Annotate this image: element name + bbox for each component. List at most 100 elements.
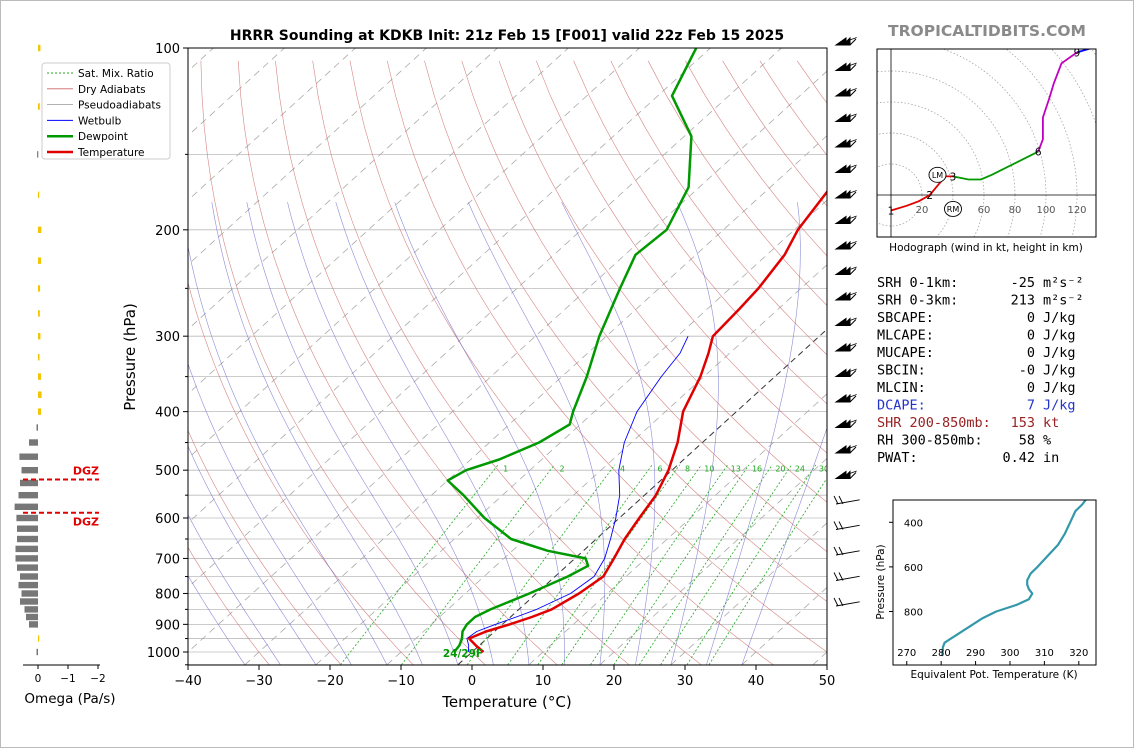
isotherm-line	[188, 48, 569, 395]
storm-motion-marker	[944, 200, 962, 217]
stat-value: 0	[1027, 380, 1035, 396]
wind-barb	[834, 317, 857, 326]
y-tick-label: 800	[155, 587, 180, 602]
mixing-ratio-line	[401, 464, 555, 665]
omega-bar	[20, 479, 38, 487]
omega-bar	[21, 467, 38, 474]
stat-value: 0.42	[1002, 450, 1035, 466]
mixing-ratio-label: 20	[775, 464, 785, 473]
mixing-ratio-label: 16	[752, 464, 762, 473]
stat-value: -25	[1011, 275, 1035, 291]
stat-label: SHR 200-850mb:	[877, 415, 991, 431]
dry-adiabat-line	[461, 60, 827, 553]
wind-barb	[834, 368, 857, 377]
isotherm-line	[188, 48, 356, 201]
pseudoadiabat-line	[211, 202, 423, 665]
stat-unit: m²s⁻²	[1043, 275, 1084, 291]
stat-unit: %	[1043, 433, 1051, 449]
dry-adiabat-line	[275, 60, 630, 665]
stat-label: SBCAPE:	[877, 310, 934, 326]
wind-barb	[834, 444, 857, 454]
stat-unit: J/kg	[1043, 398, 1076, 414]
x-tick-label: 50	[819, 674, 836, 689]
skewt-panel: HRRR Sounding at KDKB Init: 21z Feb 15 […	[41, 28, 860, 711]
isotherm-line	[188, 48, 711, 524]
dry-adiabat-line	[610, 60, 827, 356]
hodograph-tick-label: 20	[916, 205, 929, 216]
stat-label: MLCAPE:	[877, 328, 934, 344]
skewt-profiles: 1 2 4 6 8 10 13 16 20 24 30 36	[446, 48, 829, 653]
pseudoadiabat-line	[561, 202, 656, 665]
stat-label: SRH 0-1km:	[877, 275, 958, 291]
y-tick-label: 500	[155, 464, 180, 479]
dry-adiabat-line	[386, 60, 827, 653]
hodograph-height-label: 1	[888, 206, 895, 218]
legend-label: Dry Adiabats	[78, 84, 146, 96]
stat-value: 7	[1027, 398, 1035, 414]
mixing-ratio-line	[660, 464, 792, 665]
stat-value: 0	[1027, 328, 1035, 344]
mixing-ratio-line	[466, 464, 616, 665]
pseudoadiabat-line	[246, 202, 459, 665]
stat-unit: J/kg	[1043, 380, 1076, 396]
omega-bar	[37, 151, 39, 158]
theta-e-x-tick-label: 320	[1069, 648, 1088, 659]
x-tick-label: 40	[748, 674, 765, 689]
y-tick-label: 100	[155, 42, 180, 57]
theta-e-x-tick-label: 310	[1035, 648, 1054, 659]
isotherm-line	[528, 393, 827, 665]
omega-bar	[20, 573, 38, 580]
omega-bar	[38, 373, 41, 380]
surface-temp-label: 24/29F	[443, 648, 483, 660]
storm-motion-label: RM	[947, 205, 960, 214]
stat-unit: J/kg	[1043, 328, 1076, 344]
theta-e-xlabel: Equivalent Pot. Temperature (K)	[910, 669, 1077, 681]
legend-label: Temperature	[77, 147, 145, 159]
sounding-stats: SRH 0-1km: -25 m²s⁻² SRH 0-3km: 213 m²s⁻² SBCA…	[877, 275, 1084, 466]
pseudoadiabat-line	[670, 202, 719, 665]
mixing-ratio-label: 2	[559, 464, 564, 473]
omega-bar	[21, 590, 38, 597]
omega-bar	[24, 606, 38, 613]
theta-e-y-tick-label: 600	[904, 563, 923, 574]
dry-adiabat-line	[188, 429, 342, 665]
skewt-ylabel: Pressure (hPa)	[121, 303, 139, 411]
omega-bar	[17, 525, 38, 532]
wind-barb	[833, 495, 860, 505]
hodograph-height-label: 6	[1035, 147, 1042, 159]
wind-barb	[834, 470, 857, 479]
omega-bar	[38, 191, 40, 198]
wind-barb	[834, 266, 857, 275]
x-tick-label: −20	[316, 674, 343, 689]
omega-bar	[19, 453, 38, 460]
dry-adiabat-line	[188, 281, 414, 665]
omega-bar	[16, 514, 38, 522]
stat-value: 0	[1027, 345, 1035, 361]
wind-barb	[834, 113, 857, 122]
hodograph-title: Hodograph (wind in kt, height in km)	[889, 242, 1083, 254]
legend-label: Dewpoint	[78, 131, 128, 143]
omega-panel: DGZ DGZ 0 −1 −2 Omega (Pa/s)	[14, 44, 116, 707]
stat-label: MLCIN:	[877, 380, 926, 396]
mixing-ratio-line	[708, 477, 827, 665]
omega-bar	[29, 621, 38, 628]
mixing-ratio-label: 30	[819, 464, 829, 473]
pseudoadiabat-line	[706, 202, 801, 665]
dry-adiabat-line	[498, 60, 827, 503]
stat-unit: kt	[1043, 415, 1059, 431]
omega-bar	[18, 492, 38, 499]
x-tick-label: 20	[606, 674, 623, 689]
stat-value: -0	[1019, 363, 1035, 379]
mixing-ratio-label: 1	[503, 464, 508, 473]
mixing-ratio-line	[590, 464, 729, 665]
wind-barb	[834, 291, 857, 301]
theta-e-ticks: 270 280 290 300 310 320 400 600 800	[889, 518, 1088, 665]
hodograph-trace: 1 2 3 6 9 LM RM	[888, 49, 1096, 218]
theta-e-frame	[892, 499, 1097, 666]
dry-adiabat-line	[424, 60, 827, 602]
stat-value: 0	[1027, 310, 1035, 326]
wind-barb	[834, 36, 857, 46]
hodograph-height-label: 2	[926, 190, 933, 202]
isotherm-line	[670, 522, 827, 665]
